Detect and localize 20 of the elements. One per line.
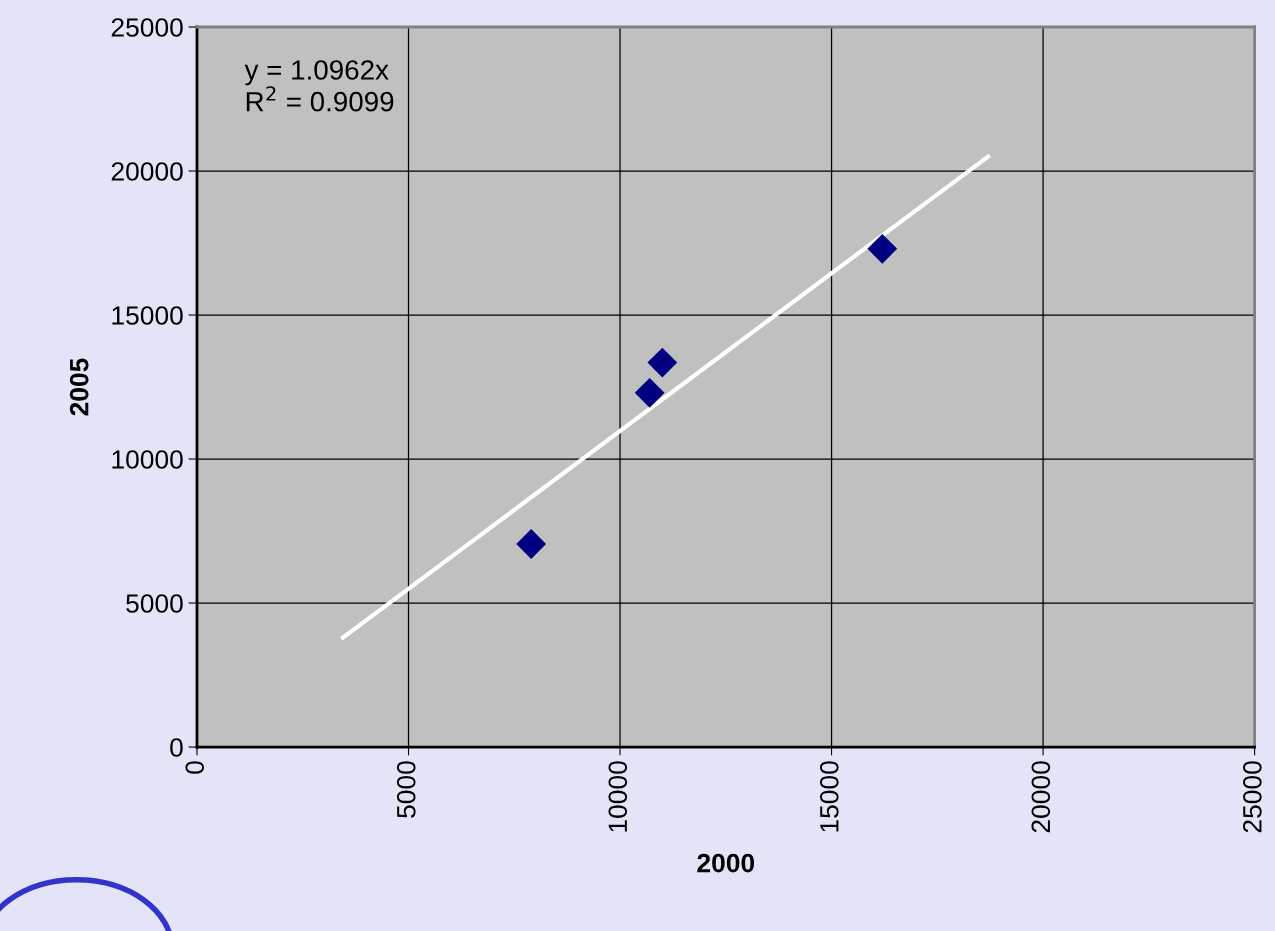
x-tick-label: 15000: [819, 761, 839, 832]
y-tick-label: 20000: [111, 162, 183, 181]
point: [647, 347, 678, 378]
x-tick-label: 10000: [608, 761, 628, 832]
y-tick-label: 25000: [111, 18, 183, 37]
x-axis-title: 2000: [697, 853, 755, 873]
y-tick-label: 0: [170, 738, 183, 757]
y-tick-label: 5000: [126, 594, 183, 613]
y-axis-title: 2005: [69, 358, 89, 416]
x-tick-label: 0: [185, 761, 205, 774]
x-tick-label: 20000: [1031, 761, 1051, 833]
x-tick-label: 25000: [1243, 761, 1262, 833]
annotation: y = 1.0962x: [244, 60, 389, 86]
point: [634, 377, 665, 408]
point: [516, 529, 547, 559]
x-tick-label: 5000: [396, 761, 416, 818]
point: [867, 233, 898, 264]
annotation: R$^{2}$ = 0.9099: [246, 86, 394, 112]
y-tick-label: 15000: [112, 306, 183, 325]
y-tick-label: 10000: [112, 450, 183, 469]
